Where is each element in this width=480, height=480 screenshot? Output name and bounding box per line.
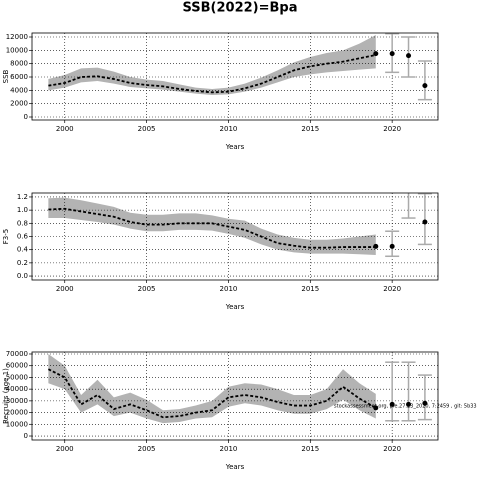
plot-area [32,33,438,120]
axes-frame [31,192,439,281]
x-tick-label: 2000 [56,125,74,133]
x-axis-label: Years [225,303,245,311]
x-tick-label: 2010 [220,445,238,453]
axes-frame [31,351,439,441]
point [422,219,428,225]
y-axis-label: F3-5 [2,229,10,244]
y-tick-label: 2000 [10,100,28,108]
x-tick-label: 2015 [301,285,319,293]
y-tick-label: 0.2 [17,259,28,267]
panel: 0 10000 20000 30000 40000 50000 60000 70000 2000… [2,350,477,471]
y-tick-label: 1.2 [17,193,28,201]
x-tick-label: 2010 [220,125,238,133]
y-tick-label: 6000 [10,73,28,81]
plot-area [32,193,438,280]
confidence-band [48,353,376,424]
point [406,401,412,407]
x-tick-label: 2020 [383,445,401,453]
y-tick-label: 4000 [10,86,28,94]
y-tick-label: 50000 [6,373,28,381]
y-tick-label: 70000 [6,350,28,358]
x-tick-label: 2005 [138,285,156,293]
y-tick-label: 10000 [6,46,28,54]
x-tick-label: 2015 [301,445,319,453]
y-tick-label: 12000 [6,33,28,41]
y-tick-label: 0.8 [17,219,28,227]
panel: 0.0 0.2 0.4 0.6 0.8 1.0 1.2 2000 2005 2010 2015 202… [2,192,439,311]
point [422,83,428,89]
y-tick-label: 0 [24,113,28,121]
y-tick-label: 0.4 [17,246,29,254]
confidence-band [48,35,376,95]
point [389,243,395,249]
x-tick-label: 2020 [383,285,401,293]
x-tick-label: 2020 [383,125,401,133]
y-tick-label: 30000 [6,397,28,405]
point [373,243,379,249]
point [389,401,395,407]
y-tick-label: 20000 [6,409,28,417]
y-tick-label: 40000 [6,385,28,393]
y-tick-label: 1.0 [17,206,28,214]
point [373,51,379,57]
median-line [48,207,376,249]
y-tick-label: 0.0 [17,272,28,280]
median-line [48,54,376,94]
x-tick-label: 2005 [138,125,156,133]
point [422,400,428,406]
y-tick-label: 10000 [6,420,28,428]
point [406,53,412,59]
y-tick-label: 0 [24,432,28,440]
y-axis-label: Recruits (age 1) [2,368,10,424]
point [389,51,395,57]
figure-title: SSB(2022)=Bpa [183,1,298,16]
y-tick-label: 60000 [6,362,28,370]
panel: 0 2000 4000 6000 8000 10000 12000 2000 2005 2010 2… [2,32,439,151]
x-axis-label: Years [225,143,245,151]
x-tick-label: 2000 [56,445,74,453]
annotation: stockassessment.org, ple.27.23_2020, 7:2… [334,404,477,410]
y-tick-label: 0.6 [17,233,29,241]
y-axis-label: SSB [2,69,10,83]
x-tick-label: 2010 [220,285,238,293]
axes-frame [31,32,439,121]
plot-area [32,352,438,440]
confidence-band [48,197,376,255]
point [373,405,379,411]
x-axis-label: Years [225,463,245,471]
x-tick-label: 2000 [56,285,74,293]
x-tick-label: 2005 [138,445,156,453]
x-tick-label: 2015 [301,125,319,133]
y-tick-label: 8000 [10,60,28,68]
median-line [47,368,377,419]
